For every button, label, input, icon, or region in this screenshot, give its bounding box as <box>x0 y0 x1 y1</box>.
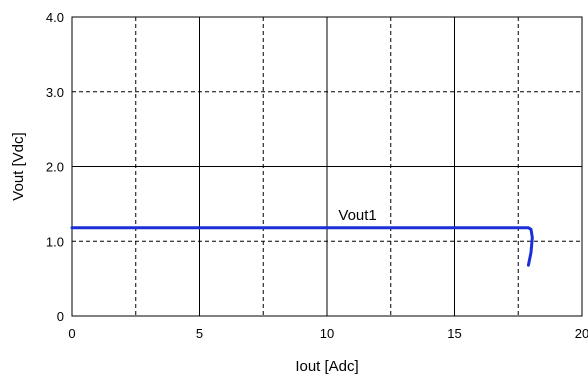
y-axis-label: Vout [Vdc] <box>10 132 27 200</box>
y-tick-label: 0 <box>57 309 64 324</box>
series-line-vout1 <box>70 226 534 267</box>
x-tick-labels: 0 5 10 15 20 <box>68 326 588 341</box>
x-axis-label: Iout [Adc] <box>295 358 358 375</box>
x-tick-label: 0 <box>68 326 75 341</box>
x-tick-label: 15 <box>447 326 461 341</box>
y-tick-label: 1.0 <box>46 234 64 249</box>
x-tick-label: 5 <box>196 326 203 341</box>
plot-frame <box>71 16 583 317</box>
grid <box>72 17 582 316</box>
series-layer <box>70 226 534 267</box>
x-tick-label: 10 <box>320 326 334 341</box>
y-tick-label: 3.0 <box>46 85 64 100</box>
series-label-vout1: Vout1 <box>338 207 376 224</box>
y-tick-labels: 0 1.0 2.0 3.0 4.0 <box>46 10 64 324</box>
x-tick-label: 20 <box>575 326 588 341</box>
y-tick-label: 4.0 <box>46 10 64 25</box>
y-tick-label: 2.0 <box>46 160 64 175</box>
